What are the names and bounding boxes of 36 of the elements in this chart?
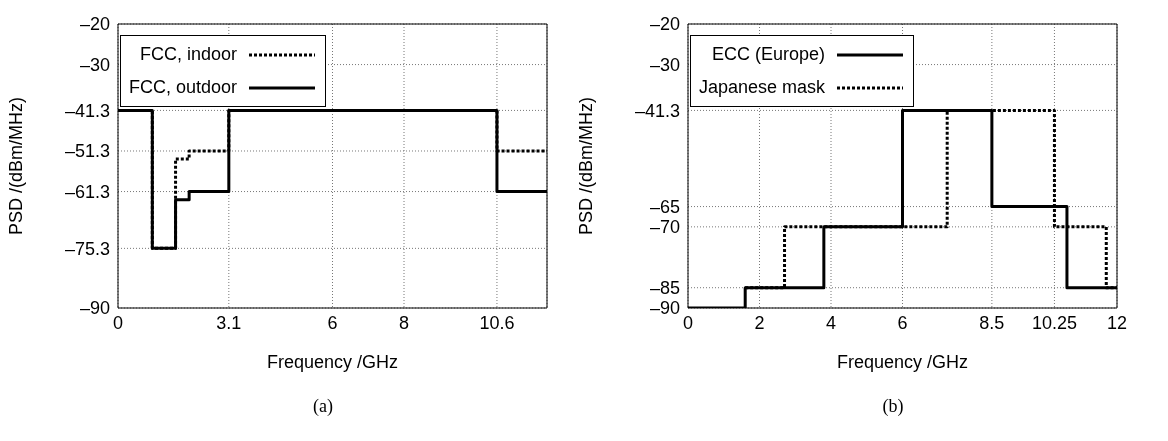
x-tick-label: 8 bbox=[398, 312, 410, 333]
y-tick-label: –20 bbox=[649, 14, 680, 35]
x-axis-title: Frequency /GHz bbox=[266, 352, 399, 372]
y-tick-label: –65 bbox=[649, 196, 680, 217]
x-tick-label: 6 bbox=[897, 312, 908, 333]
y-tick-label: –75.3 bbox=[64, 238, 110, 259]
x-tick-label: 2 bbox=[754, 312, 765, 333]
x-axis-title: Frequency /GHz bbox=[836, 352, 969, 372]
x-tick-label: 10.25 bbox=[1031, 312, 1077, 333]
legend-label: FCC, outdoor bbox=[129, 77, 238, 98]
y-tick-label: –61.3 bbox=[64, 181, 110, 202]
x-tick-label: 4 bbox=[825, 312, 837, 333]
y-tick-label: –70 bbox=[649, 217, 680, 238]
text: (b) bbox=[881, 396, 905, 417]
x-tick-label: 8.5 bbox=[979, 312, 1005, 333]
y-tick-label: –30 bbox=[649, 54, 680, 75]
x-tick-label: 0 bbox=[682, 312, 694, 333]
legend-label: ECC (Europe) bbox=[712, 44, 826, 65]
y-axis-title: PSD /(dBm/MHz) bbox=[6, 96, 27, 236]
text: (a) bbox=[312, 396, 334, 417]
y-tick-label: –90 bbox=[649, 298, 680, 319]
y-tick-label: –20 bbox=[79, 14, 110, 35]
x-tick-label: 6 bbox=[327, 312, 338, 333]
y-tick-label: –90 bbox=[79, 298, 110, 319]
x-tick-label: 0 bbox=[112, 312, 124, 333]
x-tick-label: 12 bbox=[1106, 312, 1128, 333]
x-tick-label: 3.1 bbox=[216, 312, 242, 333]
y-tick-label: –41.3 bbox=[634, 100, 680, 121]
legend-label: Japanese mask bbox=[699, 77, 826, 98]
y-axis-title: PSD /(dBm/MHz) bbox=[576, 96, 597, 236]
x-tick-label: 10.6 bbox=[479, 312, 515, 333]
y-tick-label: –30 bbox=[79, 54, 110, 75]
y-tick-label: –41.3 bbox=[64, 100, 110, 121]
legend-label: FCC, indoor bbox=[140, 44, 238, 65]
y-tick-label: –51.3 bbox=[64, 141, 110, 162]
y-tick-label: –85 bbox=[649, 278, 680, 299]
